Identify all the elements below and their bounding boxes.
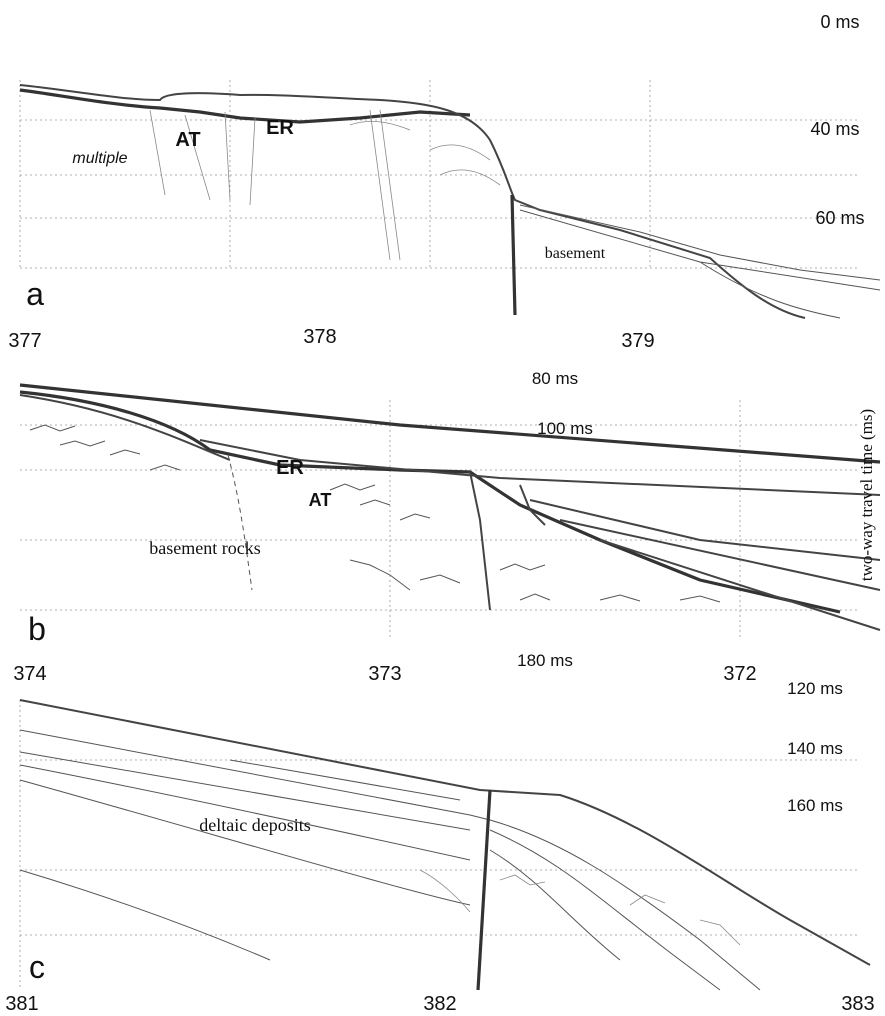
time-label: 140 ms: [787, 739, 843, 758]
seabed: [20, 85, 805, 318]
seabed: [20, 385, 880, 462]
dashed-fault: [228, 455, 252, 590]
distance-label: 373: [368, 663, 401, 685]
grid: [20, 700, 860, 990]
distance-label: 378: [303, 326, 336, 348]
panel-c: 120 ms 140 ms 160 ms deltaic deposits c …: [5, 679, 874, 1015]
annotation: basement: [545, 245, 606, 262]
annotation: basement rocks: [149, 538, 260, 558]
distance-label: 372: [723, 663, 756, 685]
distance-label: 383: [841, 993, 874, 1015]
fault: [478, 790, 490, 990]
multiple-traces: [150, 110, 500, 260]
distance-label: 381: [5, 993, 38, 1015]
time-label: 100 ms: [537, 419, 593, 438]
time-label: 80 ms: [532, 369, 578, 388]
time-label: 180 ms: [517, 651, 573, 670]
annotation: deltaic deposits: [199, 815, 310, 835]
grid: [20, 400, 860, 640]
panel-label: b: [28, 611, 46, 647]
time-label: 120 ms: [787, 679, 843, 698]
figure: 0 ms 40 ms 60 ms AT ER multiple basement…: [0, 0, 885, 1016]
panel-label: c: [29, 949, 45, 985]
annotation: AT: [175, 129, 200, 151]
axis-title: two-way travel time (ms): [857, 409, 876, 581]
basement-traces: [30, 425, 720, 602]
annotation: AT: [309, 490, 332, 510]
panel-label: a: [26, 276, 44, 312]
time-label: 160 ms: [787, 796, 843, 815]
annotation: multiple: [72, 150, 127, 167]
fault: [512, 195, 515, 315]
panel-a: 0 ms 40 ms 60 ms AT ER multiple basement…: [8, 12, 880, 352]
distance-label: 374: [13, 663, 46, 685]
time-label: 60 ms: [815, 208, 864, 228]
annotation: ER: [266, 117, 294, 139]
distance-label: 382: [423, 993, 456, 1015]
distance-label: 377: [8, 330, 41, 352]
distance-label: 379: [621, 330, 654, 352]
time-label: 0 ms: [820, 12, 859, 32]
reflector: [20, 730, 760, 990]
panel-b: 80 ms 100 ms 180 ms ER AT basement rocks…: [13, 369, 880, 685]
time-label: 40 ms: [810, 119, 859, 139]
annotation: ER: [276, 457, 304, 479]
seabed: [20, 700, 870, 965]
